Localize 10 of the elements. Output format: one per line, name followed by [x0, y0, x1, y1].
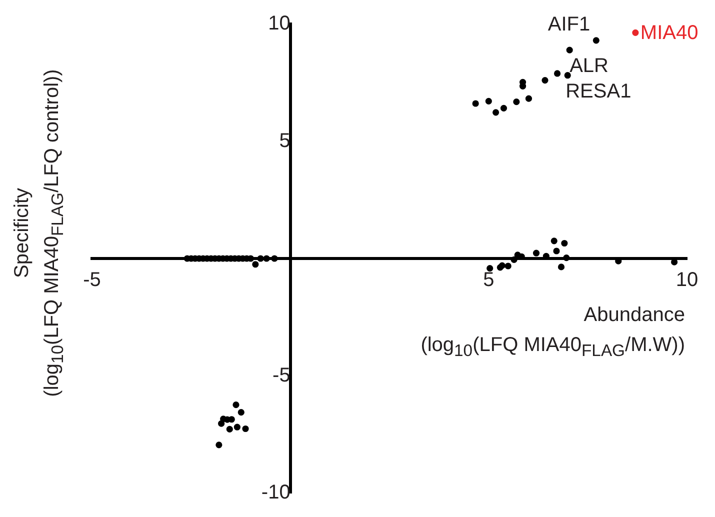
x-tick-label: 5	[483, 269, 494, 292]
annotation: AIF1	[548, 13, 590, 36]
y-tick-label: 10	[268, 12, 290, 35]
text: Abundance (log$_{10}$(LFQ MIA40$_{FLAG}$/M.W))	[420, 304, 685, 360]
x-tick-label: -5	[83, 269, 101, 292]
x-tick-label: 10	[676, 269, 698, 292]
series-label: MIA40	[640, 22, 698, 44]
y-tick-label: -10	[261, 482, 290, 504]
annotation: RESA1	[566, 80, 632, 102]
annotation: ALR	[570, 55, 608, 78]
